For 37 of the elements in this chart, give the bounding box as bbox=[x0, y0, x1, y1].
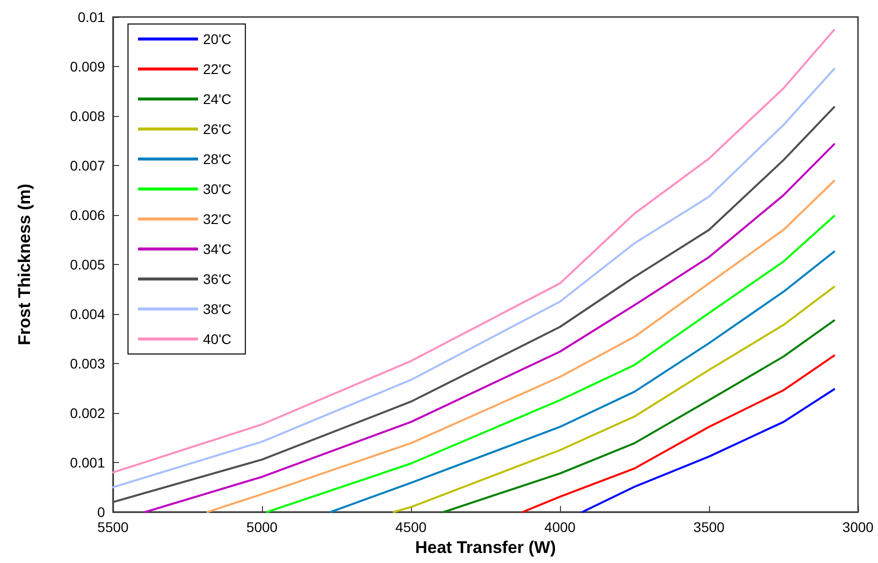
legend-label: 20'C bbox=[203, 31, 232, 47]
legend-label: 40'C bbox=[203, 331, 232, 347]
y-tick-label: 0.004 bbox=[70, 306, 106, 322]
line-series bbox=[392, 286, 836, 513]
x-tick-label: 5000 bbox=[246, 519, 278, 535]
y-tick-label: 0.001 bbox=[70, 454, 106, 470]
y-tick-label: 0 bbox=[97, 504, 106, 520]
y-tick-label: 0.009 bbox=[70, 58, 106, 74]
y-tick-label: 0.003 bbox=[70, 356, 106, 372]
x-tick-label: 4500 bbox=[395, 519, 427, 535]
x-tick-label: 3500 bbox=[693, 519, 725, 535]
x-tick-label: 4000 bbox=[544, 519, 576, 535]
y-tick-label: 0.002 bbox=[70, 405, 106, 421]
line-series bbox=[266, 214, 836, 513]
legend-label: 32'C bbox=[203, 211, 232, 227]
legend-label: 34'C bbox=[203, 241, 232, 257]
legend-label: 28'C bbox=[203, 151, 232, 167]
y-tick-label: 0.007 bbox=[70, 158, 106, 174]
y-tick-label: 0.005 bbox=[70, 256, 106, 272]
legend-label: 36'C bbox=[203, 271, 232, 287]
x-axis-title: Heat Transfer (W) bbox=[415, 538, 556, 557]
legend-label: 30'C bbox=[203, 181, 232, 197]
y-tick-label: 0.008 bbox=[70, 108, 106, 124]
line-series bbox=[442, 319, 836, 513]
y-tick-label: 0.006 bbox=[70, 207, 106, 223]
legend-label: 22'C bbox=[203, 61, 232, 77]
x-tick-label: 3000 bbox=[842, 519, 874, 535]
x-tick-label: 5500 bbox=[97, 519, 129, 535]
line-series bbox=[144, 143, 836, 513]
legend-label: 26'C bbox=[203, 121, 232, 137]
line-series bbox=[522, 354, 836, 513]
line-series bbox=[330, 250, 836, 513]
legend-label: 38'C bbox=[203, 301, 232, 317]
legend-label: 24'C bbox=[203, 91, 232, 107]
line-series bbox=[581, 388, 836, 513]
y-axis-title: Frost Thickness (m) bbox=[15, 184, 34, 346]
y-tick-label: 0.01 bbox=[78, 9, 106, 25]
